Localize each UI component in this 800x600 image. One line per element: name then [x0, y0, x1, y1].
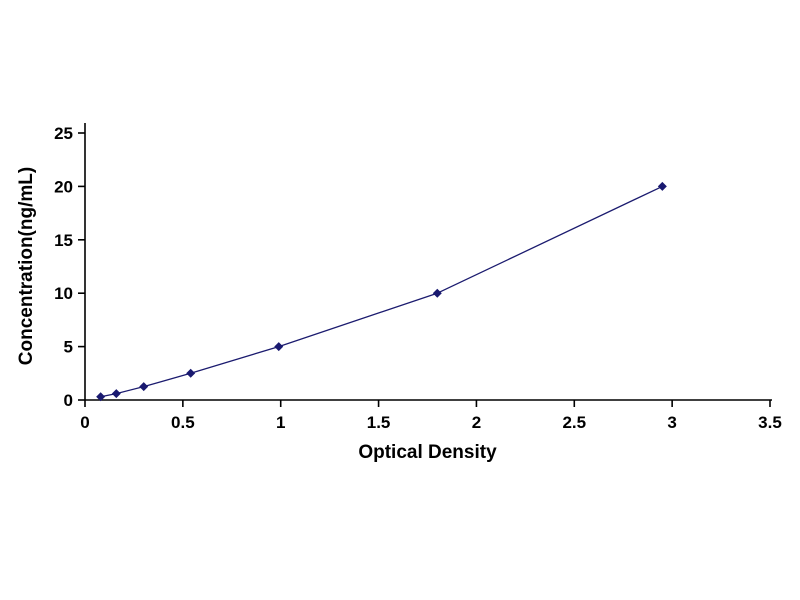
- data-point-marker: [432, 288, 442, 298]
- data-point-marker: [657, 181, 667, 191]
- data-point-marker: [274, 342, 284, 352]
- data-point-marker: [111, 389, 121, 399]
- data-point-marker: [186, 368, 196, 378]
- x-tick-label: 0: [80, 413, 89, 432]
- x-tick-label: 0.5: [171, 413, 195, 432]
- data-point-marker: [139, 382, 149, 392]
- y-axis-label: Concentration(ng/mL): [16, 166, 37, 366]
- x-axis-label: Optical Density: [358, 442, 497, 463]
- y-tick-label: 10: [54, 284, 73, 303]
- x-tick-label: 3: [667, 413, 676, 432]
- data-point-marker: [96, 392, 106, 402]
- y-tick-label: 0: [64, 391, 73, 410]
- x-tick-label: 1.5: [367, 413, 391, 432]
- x-tick-label: 3.5: [758, 413, 782, 432]
- x-tick-label: 2: [472, 413, 481, 432]
- series-line: [100, 185, 663, 398]
- x-tick-label: 2.5: [562, 413, 586, 432]
- y-tick-label: 25: [54, 124, 73, 143]
- x-tick-label: 1: [276, 413, 285, 432]
- y-tick-label: 5: [64, 338, 73, 357]
- y-tick-label: 15: [54, 231, 73, 250]
- y-tick-label: 20: [54, 177, 73, 196]
